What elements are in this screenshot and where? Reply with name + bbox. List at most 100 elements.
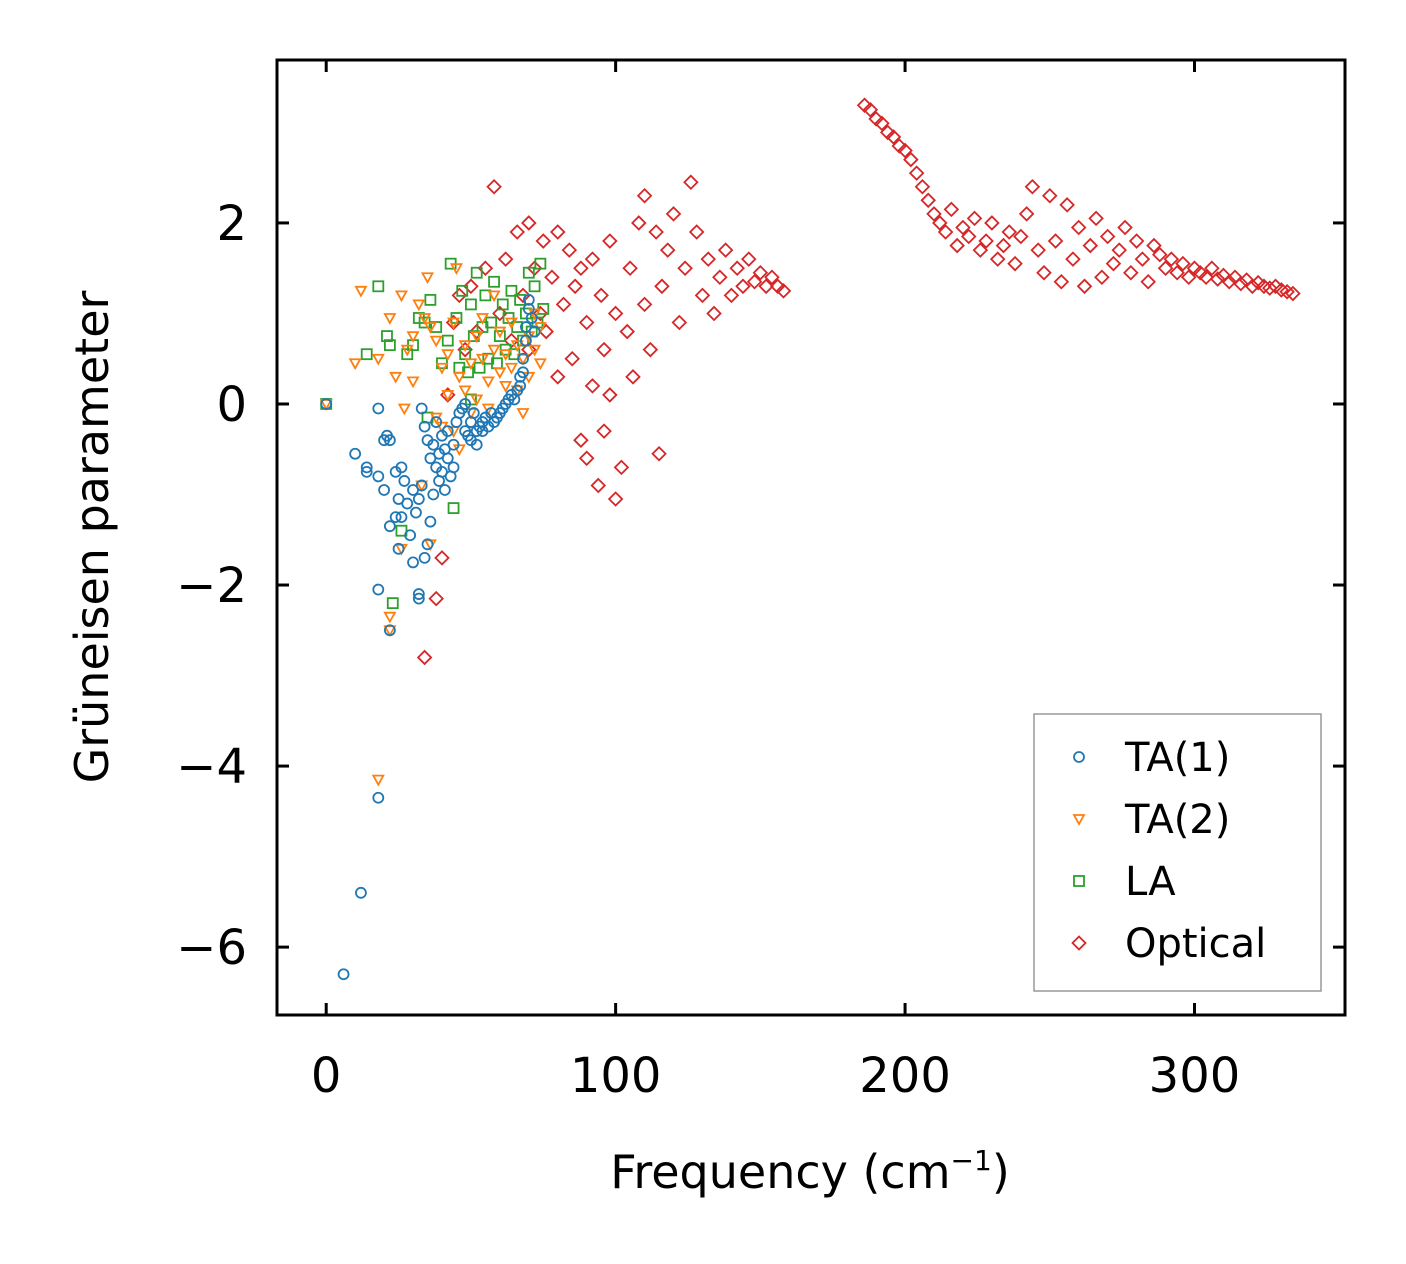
data-point	[406, 376, 420, 389]
data-point	[406, 331, 420, 343]
data-point	[521, 215, 537, 231]
data-point	[457, 341, 473, 358]
data-point	[521, 341, 537, 358]
data-point	[1007, 255, 1023, 272]
data-point	[1198, 269, 1214, 286]
x-axis-label-superscript: −1	[951, 1144, 992, 1177]
data-point	[410, 506, 422, 519]
data-point	[573, 260, 589, 276]
data-point	[1013, 228, 1029, 245]
data-point	[389, 511, 402, 524]
x-tick-label: 100	[570, 1048, 662, 1104]
series-ta-2-	[319, 263, 547, 787]
data-point	[421, 538, 434, 551]
data-point	[438, 484, 451, 496]
data-point	[654, 278, 670, 295]
data-point	[451, 287, 468, 304]
data-point	[764, 269, 780, 286]
data-point	[389, 371, 403, 384]
data-point	[1094, 269, 1110, 286]
legend-label: LA	[1125, 859, 1176, 905]
data-point	[360, 348, 373, 361]
data-point	[651, 445, 667, 462]
data-point	[694, 287, 711, 304]
data-point	[1036, 264, 1052, 281]
data-point	[412, 299, 426, 312]
data-point	[1134, 251, 1151, 267]
data-point	[404, 529, 417, 542]
data-point	[447, 317, 461, 330]
data-point	[885, 129, 902, 145]
data-point	[319, 399, 333, 411]
data-point	[584, 378, 601, 394]
data-point	[683, 174, 699, 190]
data-point	[966, 210, 983, 227]
data-point	[1157, 260, 1174, 276]
data-point	[914, 178, 931, 195]
data-point	[874, 115, 890, 132]
data-point	[441, 334, 454, 347]
data-point	[371, 353, 385, 366]
data-point	[532, 305, 549, 322]
y-tick-label: −4	[176, 739, 247, 795]
data-point	[465, 298, 477, 311]
data-point	[1070, 219, 1087, 236]
data-point	[564, 350, 580, 367]
legend-entries: TA(1) TA(2) LA Optical	[1071, 735, 1266, 967]
legend-entry: Optical	[1071, 921, 1266, 967]
data-point	[360, 465, 373, 478]
y-tick-label: 0	[216, 377, 247, 433]
data-point	[1209, 271, 1226, 287]
data-point	[534, 257, 547, 270]
data-point	[1233, 275, 1249, 292]
data-point	[903, 151, 919, 168]
data-point	[514, 293, 527, 306]
data-point	[528, 280, 541, 293]
data-point	[1088, 210, 1104, 227]
data-point	[515, 287, 531, 304]
data-point	[499, 349, 513, 362]
series-optical	[416, 97, 1301, 666]
data-point	[1140, 274, 1156, 290]
data-point	[475, 353, 490, 366]
legend-label: TA(2)	[1124, 797, 1230, 843]
data-point	[659, 242, 676, 258]
y-tick-label: 2	[216, 196, 247, 252]
data-point	[932, 215, 948, 231]
data-point	[1053, 274, 1070, 290]
data-point	[412, 592, 425, 605]
data-point	[949, 237, 965, 254]
data-point	[470, 394, 484, 407]
data-point	[430, 416, 443, 428]
legend: TA(1) TA(2) LA Optical	[1033, 713, 1322, 992]
data-point	[428, 590, 444, 607]
data-point	[1024, 178, 1041, 195]
data-point	[430, 321, 443, 333]
y-axis-label: Grüneisen parameter	[65, 290, 119, 783]
x-axis-label: Frequency (cm−1)	[610, 1144, 1010, 1199]
data-point	[567, 278, 583, 295]
data-point	[424, 293, 437, 306]
data-point	[407, 556, 419, 569]
data-point	[514, 379, 527, 392]
legend-entry: TA(2)	[1072, 797, 1230, 843]
data-point	[371, 774, 385, 787]
x-axis-label-main: Frequency (cm	[610, 1145, 950, 1199]
data-point	[441, 452, 454, 465]
data-point	[622, 260, 638, 276]
data-point	[517, 352, 529, 365]
data-point	[995, 237, 1012, 254]
data-point	[984, 215, 1000, 231]
data-point	[383, 520, 396, 533]
data-point	[395, 511, 408, 524]
data-point	[590, 477, 607, 494]
data-point	[381, 330, 393, 342]
data-point	[1042, 188, 1058, 204]
data-point	[423, 322, 437, 334]
data-point	[378, 484, 390, 496]
data-point	[596, 341, 612, 358]
x-tick-label: 200	[859, 1048, 951, 1104]
data-point	[360, 461, 373, 474]
data-point	[516, 353, 530, 366]
data-point	[522, 266, 535, 279]
